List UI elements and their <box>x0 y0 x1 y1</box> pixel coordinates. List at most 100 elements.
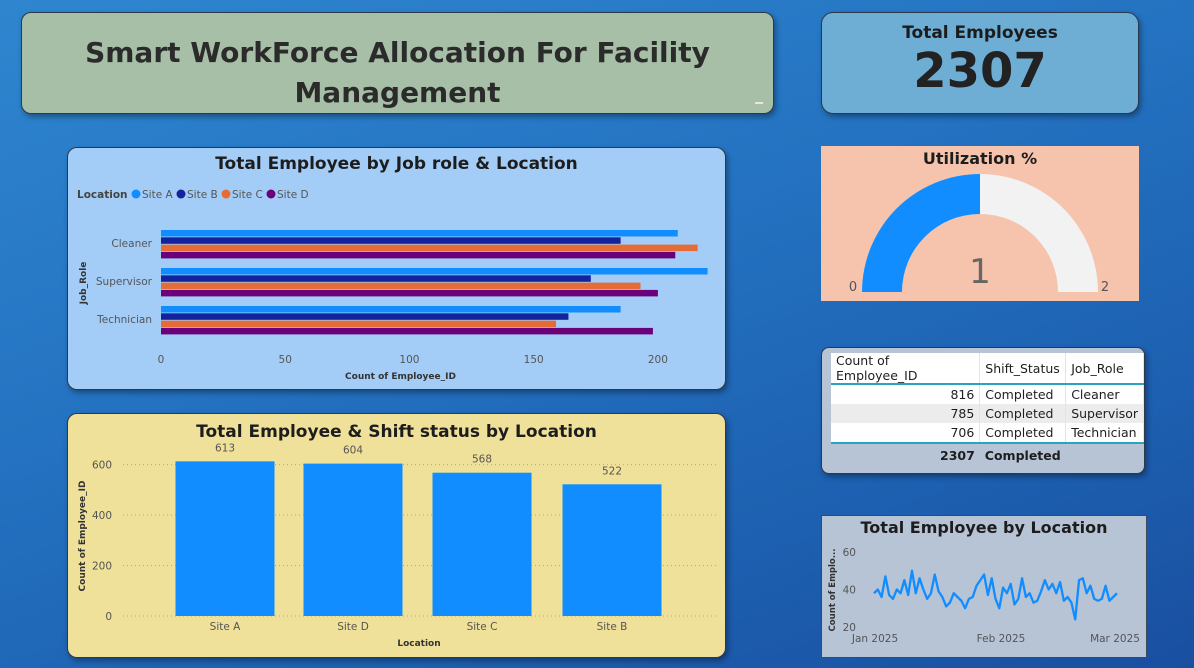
y-tick-label: Cleaner <box>111 238 152 250</box>
x-tick-label: Jan 2025 <box>851 633 898 645</box>
location-chart-title: Total Employee & Shift status by Locatio… <box>196 422 597 442</box>
location-chart[interactable]: 0 200 400 600 Count of Employee_ID 613 Site A 6… <box>68 414 726 658</box>
bar <box>562 484 662 616</box>
bar <box>161 237 621 244</box>
data-label: 604 <box>343 445 363 457</box>
x-tick-label: 150 <box>524 354 544 366</box>
data-label: 613 <box>215 442 235 454</box>
bar <box>432 472 532 616</box>
legend-entry: Site D <box>277 189 309 201</box>
y-tick-label: 40 <box>843 585 856 597</box>
bar <box>161 244 698 252</box>
x-tick-label: 0 <box>158 354 165 366</box>
total-employees-card[interactable]: Total Employees 2307 <box>821 12 1139 114</box>
table-header-job-role[interactable]: Job_Role <box>1065 353 1144 385</box>
table-row[interactable]: 785 Completed Supervisor <box>831 404 1144 423</box>
legend-marker <box>221 189 231 199</box>
gauge-max-label: 2 <box>1101 280 1109 295</box>
x-tick-label: Site A <box>210 621 241 633</box>
bar <box>303 463 403 616</box>
table-cell: Completed <box>979 384 1067 404</box>
data-label: 522 <box>602 465 622 477</box>
y-tick-label: Supervisor <box>96 276 153 288</box>
y-tick-label: 0 <box>105 611 112 623</box>
x-tick-label: 200 <box>648 354 668 366</box>
y-tick-label: 600 <box>92 460 112 472</box>
legend-title: Location <box>77 189 128 201</box>
x-tick-label: 50 <box>279 354 292 366</box>
legend-entry: Site B <box>187 189 218 201</box>
table-row[interactable]: 706 Completed Technician <box>831 423 1144 443</box>
bar <box>161 313 569 320</box>
x-axis-title: Location <box>397 639 440 649</box>
table-total-row: 2307 Completed <box>831 442 1144 466</box>
line-chart-title: Total Employee by Location <box>860 518 1108 537</box>
bar <box>161 289 658 297</box>
bar <box>161 306 621 313</box>
legend-marker <box>131 189 141 199</box>
x-axis-title: Count of Employee_ID <box>345 372 456 382</box>
y-axis-title: Count of Employee_ID <box>78 481 88 592</box>
bar <box>161 282 641 290</box>
table-row[interactable]: 816 Completed Cleaner <box>831 384 1144 404</box>
x-tick-label: Site D <box>337 621 369 633</box>
table-total-cell: Completed <box>979 442 1066 466</box>
table-total-cell: 2307 <box>831 442 980 466</box>
utilization-gauge-card[interactable]: Utilization % 1 0 2 <box>821 146 1139 301</box>
bar <box>161 320 557 328</box>
y-axis-title: Count of Emplo... <box>828 549 838 632</box>
table-cell: Completed <box>979 423 1067 443</box>
legend-entry: Site A <box>142 189 173 201</box>
table-cell: Supervisor <box>1065 404 1144 423</box>
series-line <box>873 569 1118 621</box>
legend-marker <box>266 189 276 199</box>
table-cell: 816 <box>831 384 981 404</box>
table-header-count[interactable]: Count of Employee_ID <box>831 353 981 385</box>
table-cell: 785 <box>831 404 981 423</box>
x-tick-label: Site C <box>467 621 498 633</box>
y-tick-label: 60 <box>843 547 856 559</box>
x-tick-label: Feb 2025 <box>977 633 1026 645</box>
x-tick-label: 100 <box>399 354 419 366</box>
y-tick-label: 20 <box>843 622 856 634</box>
table-total-cell <box>1065 442 1144 466</box>
table-cell: Cleaner <box>1065 384 1144 404</box>
location-trend-card[interactable]: Total Employee by Location 20 40 60 Count o… <box>821 515 1147 658</box>
y-tick-label: 200 <box>92 561 112 573</box>
kpi-value: 2307 <box>913 43 1047 99</box>
bar <box>161 230 678 237</box>
legend-marker <box>176 189 186 199</box>
job-role-chart-card[interactable]: Total Employee by Job role & Location Lo… <box>67 147 726 390</box>
y-tick-label: Technician <box>96 314 152 326</box>
job-role-chart-title: Total Employee by Job role & Location <box>215 154 578 174</box>
table-header-shift-status[interactable]: Shift_Status <box>979 353 1067 385</box>
bar <box>161 275 591 282</box>
bar <box>161 251 676 259</box>
gauge-title: Utilization % <box>922 149 1038 168</box>
shift-status-table[interactable]: Count of Employee_ID Shift_Status Job_Ro… <box>831 353 1144 466</box>
gauge-fill <box>862 174 980 292</box>
table-cell: Completed <box>979 404 1067 423</box>
dashboard-title: Smart WorkForce Allocation For Facility … <box>85 36 710 109</box>
data-label: 568 <box>472 454 492 466</box>
kpi-label: Total Employees <box>902 23 1058 43</box>
bar <box>161 268 708 275</box>
table-cell: 706 <box>831 423 981 443</box>
bar <box>161 327 653 335</box>
gauge-value: 1 <box>969 252 991 292</box>
y-tick-label: 400 <box>92 510 112 522</box>
x-tick-label: Site B <box>597 621 628 633</box>
legend-entry: Site C <box>232 189 263 201</box>
utilization-gauge[interactable]: 1 0 2 <box>821 146 1139 301</box>
shift-status-table-card[interactable]: Count of Employee_ID Shift_Status Job_Ro… <box>821 347 1145 474</box>
x-tick-label: Mar 2025 <box>1090 633 1140 645</box>
bar <box>175 461 275 616</box>
dashboard-title-card: Smart WorkForce Allocation For Facility … <box>21 12 774 114</box>
gauge-min-label: 0 <box>849 280 857 295</box>
y-axis-title: Job_Role <box>79 262 89 306</box>
resize-handle <box>755 102 763 104</box>
location-trend-chart[interactable]: 20 40 60 Count of Emplo... Jan 2025 Feb 2025 M… <box>822 516 1146 657</box>
table-cell: Technician <box>1065 423 1144 443</box>
location-chart-card[interactable]: Total Employee & Shift status by Locatio… <box>67 413 726 658</box>
job-role-chart[interactable]: Location Site A Site B Site C Site D 0 50 100 15… <box>68 148 726 390</box>
